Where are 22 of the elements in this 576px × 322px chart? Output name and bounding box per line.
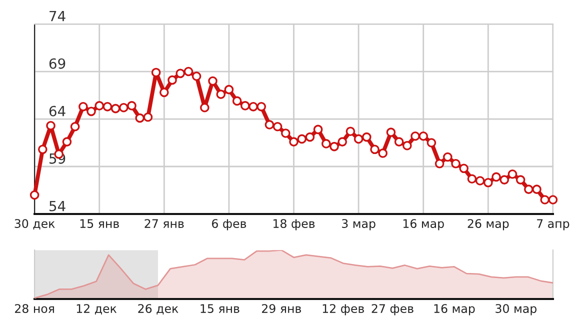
x-tick-label: 26 дек <box>138 304 178 314</box>
x-tick-label: 30 дек <box>14 219 55 230</box>
x-tick-label: 18 фев <box>274 219 315 230</box>
x-tick-label: 12 фев <box>322 304 364 316</box>
x-tick-label: 16 мар <box>403 219 444 230</box>
x-tick-label: 12 дек <box>76 304 117 314</box>
x-tick-label: 15 янв <box>80 219 119 228</box>
y-tick-label: 74 <box>50 11 66 22</box>
x-tick-label: 3 мар <box>342 219 376 230</box>
x-tick-label: 6 фев <box>212 219 246 230</box>
x-tick-label: 27 фев <box>372 304 414 316</box>
x-tick-label: 30 мар <box>496 304 536 316</box>
y-tick-label: 64 <box>49 106 66 116</box>
y-tick-label: 69 <box>49 58 66 69</box>
x-tick-label: 27 янв <box>144 219 184 228</box>
x-tick-label: 28 ноя <box>15 304 54 314</box>
x-tick-label: 15 янв <box>200 304 240 314</box>
x-tick-label: 26 мар <box>468 219 509 230</box>
x-tick-label: 29 янв <box>262 304 301 314</box>
x-tick-label: 16 мар <box>434 304 475 316</box>
y-tick-label: 54 <box>50 200 66 212</box>
x-tick-label: 7 апр <box>537 219 570 230</box>
